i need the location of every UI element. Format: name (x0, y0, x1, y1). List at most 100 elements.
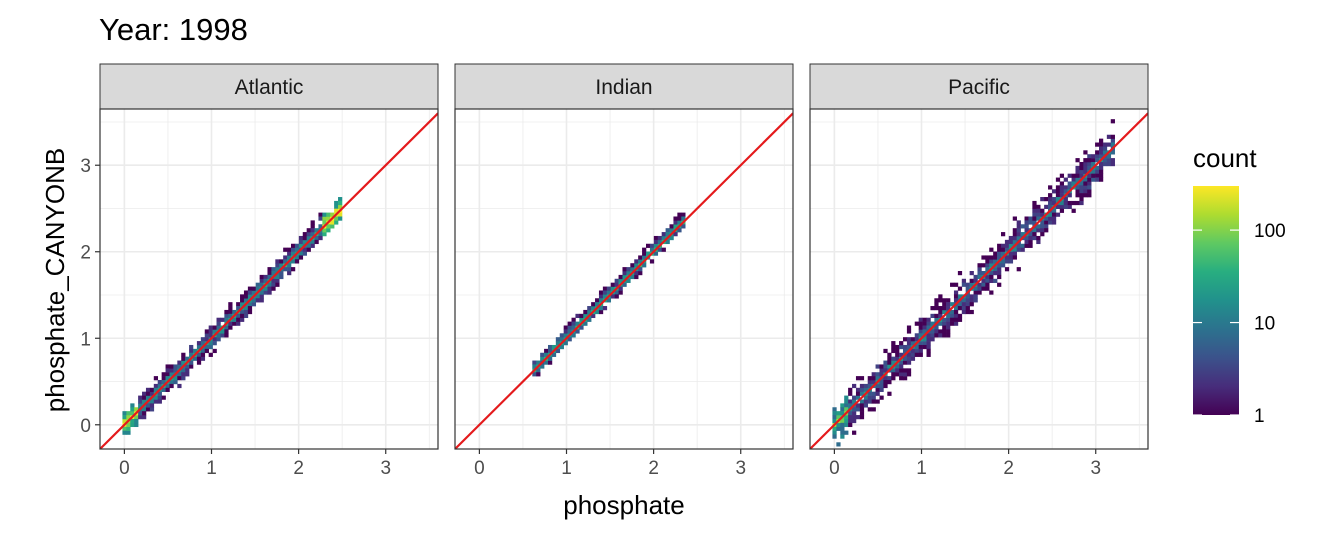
heatmap-bin (575, 313, 580, 319)
heatmap-bin (934, 333, 939, 338)
heatmap-bin (973, 278, 978, 283)
heatmap-bin (212, 329, 217, 334)
heatmap-bin (302, 239, 307, 245)
heatmap-bin (965, 286, 970, 291)
heatmap-bin (1000, 263, 1006, 268)
heatmap-bin (926, 325, 931, 330)
heatmap-bin (922, 341, 927, 346)
heatmap-bin (555, 337, 561, 342)
heatmap-bin (993, 255, 998, 260)
heatmap-bin (290, 267, 296, 272)
heatmap-bin (130, 422, 135, 428)
heatmap-bin (294, 243, 300, 248)
heatmap-bin (1059, 208, 1065, 213)
heatmap-bin (587, 317, 592, 322)
heatmap-bin (161, 380, 166, 385)
heatmap-bin (1091, 173, 1096, 178)
heatmap-bin (1020, 232, 1025, 237)
heatmap-bin (653, 251, 659, 256)
heatmap-bin (673, 224, 678, 229)
heatmap-bin (1004, 243, 1010, 248)
heatmap-bin (1020, 243, 1025, 248)
heatmap-bin (1087, 189, 1092, 194)
heatmap-bin (571, 317, 576, 322)
heatmap-bin (1095, 173, 1100, 178)
heatmap-bin (318, 235, 323, 241)
heatmap-bin (1036, 239, 1041, 245)
heatmap-bin (859, 399, 865, 404)
heatmap-bin (953, 309, 959, 315)
heatmap-bin (1083, 158, 1088, 163)
heatmap-bin (208, 325, 213, 330)
heatmap-bin (279, 263, 284, 268)
heatmap-bin (1040, 224, 1045, 229)
heatmap-bin (965, 302, 970, 307)
heatmap-bin (883, 380, 888, 385)
heatmap-bin (848, 399, 853, 404)
heatmap-bin (891, 360, 896, 365)
heatmap-bin (212, 325, 217, 330)
panel-border (99, 108, 439, 450)
heatmap-bin (567, 329, 572, 334)
heatmap-bin (1024, 239, 1029, 245)
heatmap-bin (294, 247, 300, 252)
heatmap-bin (622, 270, 627, 276)
heatmap-bin (1059, 193, 1065, 198)
heatmap-bin (1098, 154, 1104, 159)
reference-line-y-equals-x (810, 112, 1148, 449)
heatmap-bin (563, 329, 568, 334)
heatmap-bin (673, 232, 678, 237)
heatmap-bin (840, 422, 845, 428)
heatmap-bin (181, 376, 186, 381)
heatmap-bin (598, 298, 604, 303)
heatmap-bin (895, 364, 900, 369)
heatmap-bin (926, 317, 931, 322)
heatmap-bin (969, 294, 974, 299)
heatmap-bin (902, 360, 908, 365)
heatmap-bin (555, 348, 561, 354)
heatmap-bin (192, 356, 198, 361)
heatmap-bin (985, 274, 990, 280)
heatmap-bin (149, 407, 155, 412)
heatmap-bin (902, 337, 908, 342)
heatmap-bin (1087, 165, 1092, 171)
heatmap-bin (240, 298, 245, 303)
heatmap-bin (867, 380, 872, 385)
heatmap-bin (871, 407, 876, 412)
heatmap-bin (547, 356, 553, 361)
heatmap-bin (1071, 173, 1076, 178)
heatmap-bin (669, 224, 674, 229)
heatmap-bin (579, 317, 584, 322)
heatmap-bin (243, 306, 249, 311)
heatmap-bin (1083, 193, 1088, 198)
heatmap-bin (134, 415, 139, 420)
heatmap-bin (216, 325, 221, 330)
heatmap-bin (1008, 239, 1014, 245)
heatmap-bin (930, 306, 935, 311)
heatmap-bin (173, 364, 178, 369)
heatmap-bin (681, 212, 686, 217)
heatmap-bin (942, 309, 947, 315)
heatmap-bin (973, 274, 978, 280)
heatmap-bin (926, 321, 931, 326)
heatmap-bin (832, 430, 837, 435)
heatmap-bin (1036, 235, 1041, 241)
heatmap-bin (1024, 224, 1029, 229)
heatmap-bin (536, 372, 541, 377)
heatmap-bin (673, 216, 678, 221)
heatmap-bin (318, 232, 323, 237)
heatmap-bin (985, 286, 990, 291)
heatmap-bin (993, 251, 998, 256)
heatmap-bin (993, 259, 998, 264)
heatmap-bin (942, 317, 947, 322)
heatmap-bin (1067, 204, 1072, 210)
heatmap-bin (1098, 169, 1104, 174)
heatmap-bin (875, 383, 880, 389)
heatmap-bin (977, 267, 982, 272)
heatmap-bin (240, 317, 245, 322)
heatmap-bin (153, 395, 159, 400)
heatmap-bin (914, 337, 919, 342)
heatmap-bin (595, 298, 600, 303)
heatmap-bin (934, 306, 939, 311)
